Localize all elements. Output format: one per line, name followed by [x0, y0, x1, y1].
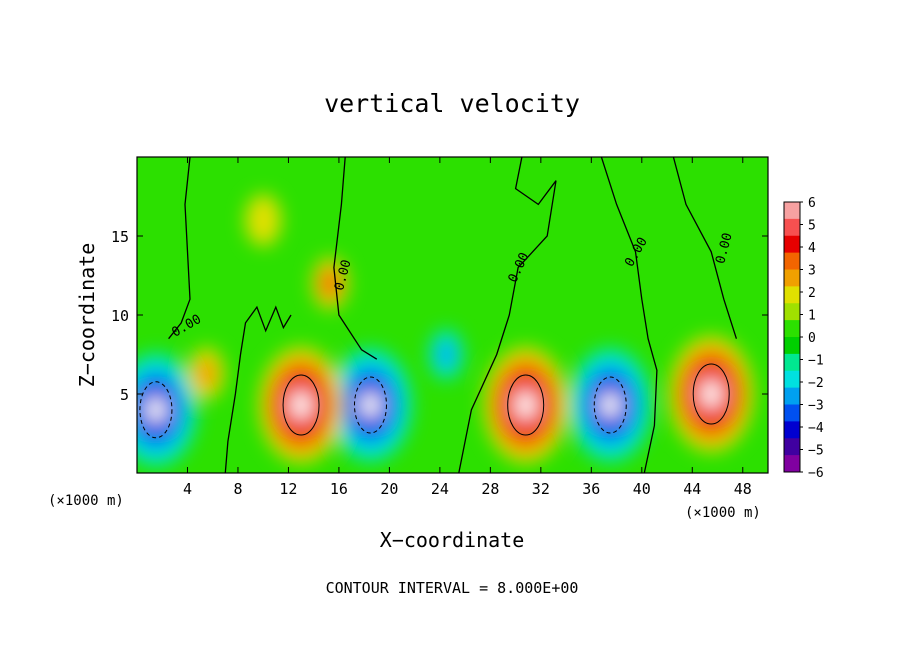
- colorbar-segment: [784, 404, 800, 422]
- x-tick-label: 32: [532, 480, 550, 498]
- colorbar-segment: [784, 252, 800, 270]
- colorbar-segment: [784, 218, 800, 237]
- colorbar-segment: [784, 421, 800, 439]
- colorbar-tick-label: 6: [808, 196, 816, 211]
- updraft-band: [291, 391, 311, 419]
- x-unit-left: (×1000 m): [48, 493, 124, 509]
- downdraft-band: [146, 396, 166, 424]
- colorbar-tick-label: −3: [808, 399, 824, 414]
- x-tick-label: 28: [481, 480, 499, 498]
- updraft-contour: [507, 374, 545, 436]
- x-tick-label: 36: [582, 480, 600, 498]
- colorbar-segment: [784, 337, 800, 355]
- x-tick-label: 8: [233, 480, 242, 498]
- zero-contour: [600, 157, 658, 473]
- x-tick-label: 16: [330, 480, 348, 498]
- x-axis-ticks: 4 8 12 16 20 24 28 32 36 40 44 48: [183, 157, 752, 498]
- updraft-band: [195, 357, 218, 390]
- plot-area: 0.000.00 0.00 0.00 0.00: [137, 157, 768, 473]
- colorbar-segment: [784, 455, 800, 473]
- colorbar-tick-label: 1: [808, 309, 816, 324]
- x-tick-label: 24: [431, 480, 449, 498]
- updraft-contour: [282, 374, 320, 436]
- colorbar-segment: [784, 269, 800, 287]
- updraft-band: [322, 272, 338, 295]
- field-background: [137, 157, 768, 473]
- updraft-band: [245, 194, 282, 247]
- colorbar-segment: [784, 387, 800, 405]
- colorbar-tick-label: −2: [808, 376, 824, 391]
- downdraft-contour: [353, 376, 387, 434]
- zero-contour: [333, 157, 378, 360]
- zero-contour: [168, 157, 191, 340]
- colorbar-tick-label: 3: [808, 264, 816, 279]
- updraft-band: [516, 391, 536, 419]
- colorbar-segment: [784, 286, 800, 304]
- colorbar-segment: [784, 320, 800, 338]
- zero-contour: [672, 157, 738, 339]
- colorbar-tick-label: −6: [808, 466, 824, 481]
- updraft-contour: [692, 363, 730, 425]
- colorbar-tick-label: 5: [808, 219, 816, 234]
- contour-interval-note: CONTOUR INTERVAL = 8.000E+00: [326, 579, 579, 597]
- colorbar-segment: [784, 370, 800, 389]
- x-tick-label: 48: [734, 480, 752, 498]
- downdraft-contour: [593, 376, 627, 434]
- x-tick-label: 12: [279, 480, 297, 498]
- colorbar-tick-label: 0: [808, 331, 816, 346]
- x-unit-right: (×1000 m): [685, 505, 761, 521]
- x-tick-label: 40: [633, 480, 651, 498]
- y-tick-label: 10: [111, 307, 129, 325]
- chart-title: vertical velocity: [324, 89, 580, 118]
- x-tick-label: 44: [683, 480, 701, 498]
- downdraft-band: [438, 343, 454, 366]
- y-tick-label: 15: [111, 228, 129, 246]
- y-tick-label: 5: [120, 386, 129, 404]
- colorbar-tick-label: −1: [808, 354, 824, 369]
- x-tick-label: 4: [183, 480, 192, 498]
- x-axis-label: X−coordinate: [380, 528, 525, 552]
- colorbar-segment: [784, 438, 800, 456]
- y-axis-label: Z−coordinate: [75, 243, 99, 388]
- colorbar-segment: [784, 235, 800, 254]
- x-tick-label: 20: [380, 480, 398, 498]
- updraft-band: [701, 380, 721, 408]
- colorbar: 6 5 4 3 2 1 0 −1 −2 −3 −4 −5 −6: [783, 196, 824, 481]
- downdraft-band: [360, 391, 381, 419]
- colorbar-segment: [784, 202, 800, 220]
- colorbar-tick-label: −4: [808, 421, 824, 436]
- colorbar-tick-label: −5: [808, 444, 824, 459]
- downdraft-contour: [139, 381, 173, 439]
- colorbar-tick-label: 2: [808, 286, 816, 301]
- downdraft-band: [600, 391, 620, 419]
- zero-contour: [458, 157, 557, 473]
- colorbar-tick-label: 4: [808, 241, 816, 256]
- colorbar-segment: [784, 353, 800, 372]
- velocity-field: [137, 194, 754, 468]
- colorbar-segment: [784, 303, 800, 321]
- zero-contour: [224, 305, 292, 473]
- y-axis-ticks: 5 10 15: [111, 228, 768, 404]
